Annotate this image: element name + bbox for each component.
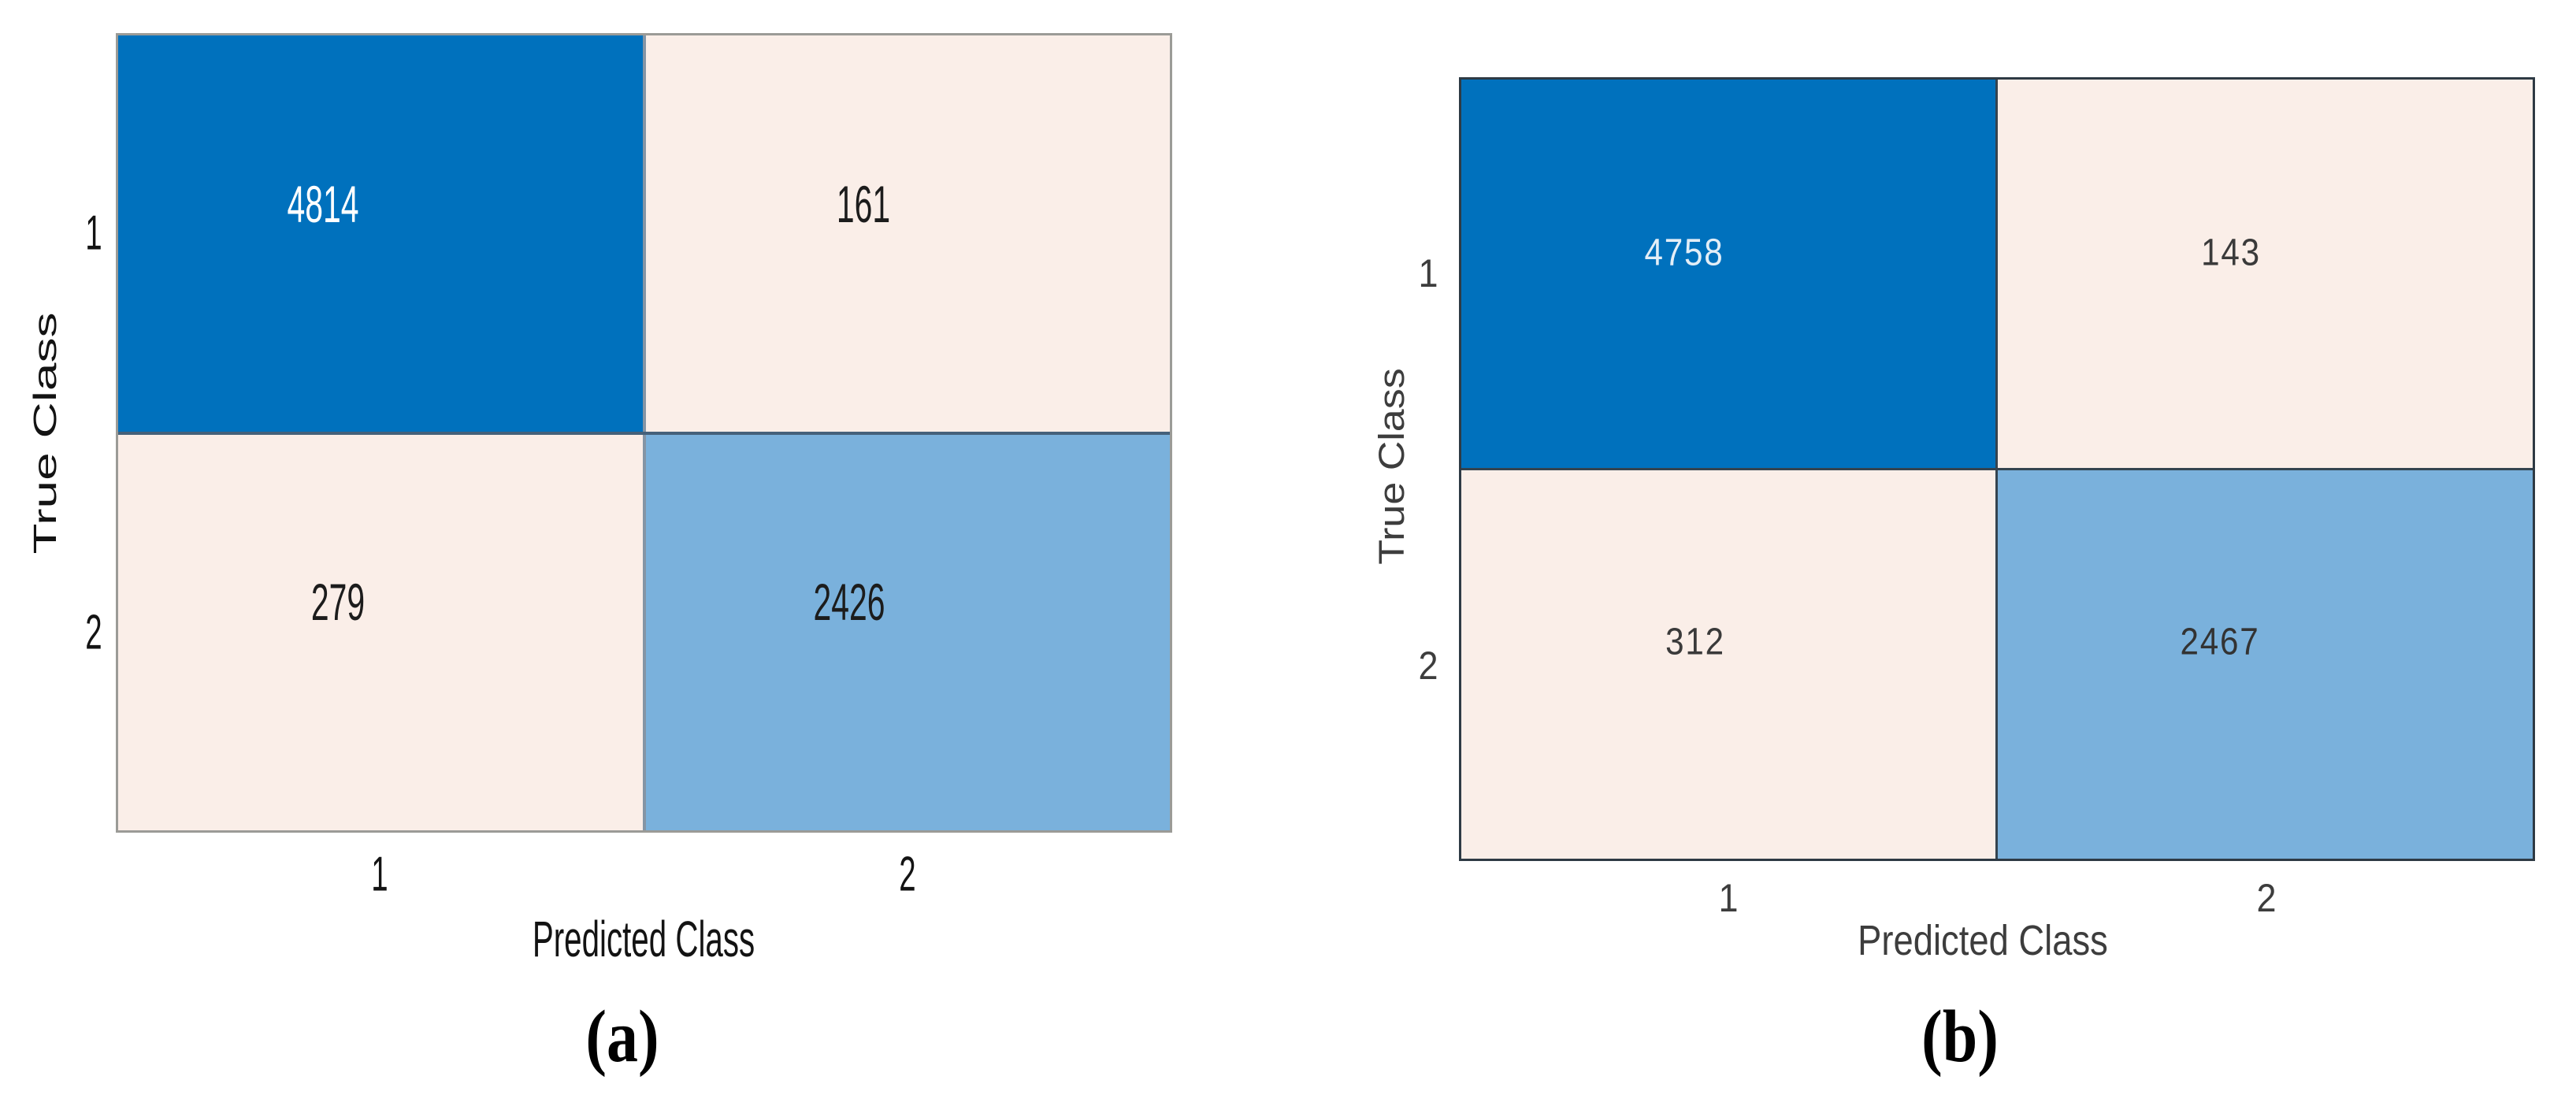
- matrix-cell-true2-pred1: 279: [118, 432, 644, 830]
- y-tick-1: 1: [85, 206, 102, 261]
- y-tick-1: 1: [1418, 251, 1438, 295]
- matrix-cell-true2-pred2: 2467: [1997, 469, 2533, 859]
- x-tick-2: 2: [899, 847, 916, 902]
- matrix-cell-true1-pred2: 143: [1997, 80, 2533, 470]
- cell-value: 161: [837, 175, 891, 234]
- cell-value: 4758: [1644, 232, 1724, 274]
- cell-value: 312: [1665, 621, 1725, 663]
- matrix-cell-true1-pred1: 4758: [1461, 80, 1997, 470]
- y-tick-2: 2: [1418, 644, 1438, 688]
- cell-value: 143: [2201, 232, 2261, 274]
- plot-area: 4758 143 312 2467: [1459, 77, 2535, 861]
- plot-area: 4814 161 279 2426: [116, 33, 1172, 833]
- matrix-cell-true1-pred2: 161: [644, 35, 1170, 433]
- y-axis-label: True Class: [1372, 368, 1412, 565]
- y-axis-label: True Class: [27, 312, 63, 555]
- x-axis-label: Predicted Class: [532, 911, 755, 967]
- cell-value: 2467: [2180, 621, 2260, 663]
- x-tick-1: 1: [371, 847, 388, 902]
- cell-value: 4814: [287, 175, 359, 234]
- cell-divider-horizontal: [118, 431, 1170, 435]
- panel-caption-b: (b): [1921, 996, 1999, 1078]
- y-tick-2: 2: [85, 605, 102, 660]
- matrix-cell-true1-pred1: 4814: [118, 35, 644, 433]
- x-tick-1: 1: [1718, 876, 1739, 920]
- cell-divider-horizontal: [1461, 467, 2533, 470]
- x-axis-label: Predicted Class: [1858, 917, 2108, 964]
- panel-caption-a: (a): [585, 996, 659, 1078]
- matrix-cell-true2-pred1: 312: [1461, 469, 1997, 859]
- cell-value: 2426: [813, 572, 885, 631]
- x-tick-2: 2: [2256, 876, 2277, 920]
- matrix-cell-true2-pred2: 2426: [644, 432, 1170, 830]
- cell-value: 279: [310, 572, 365, 631]
